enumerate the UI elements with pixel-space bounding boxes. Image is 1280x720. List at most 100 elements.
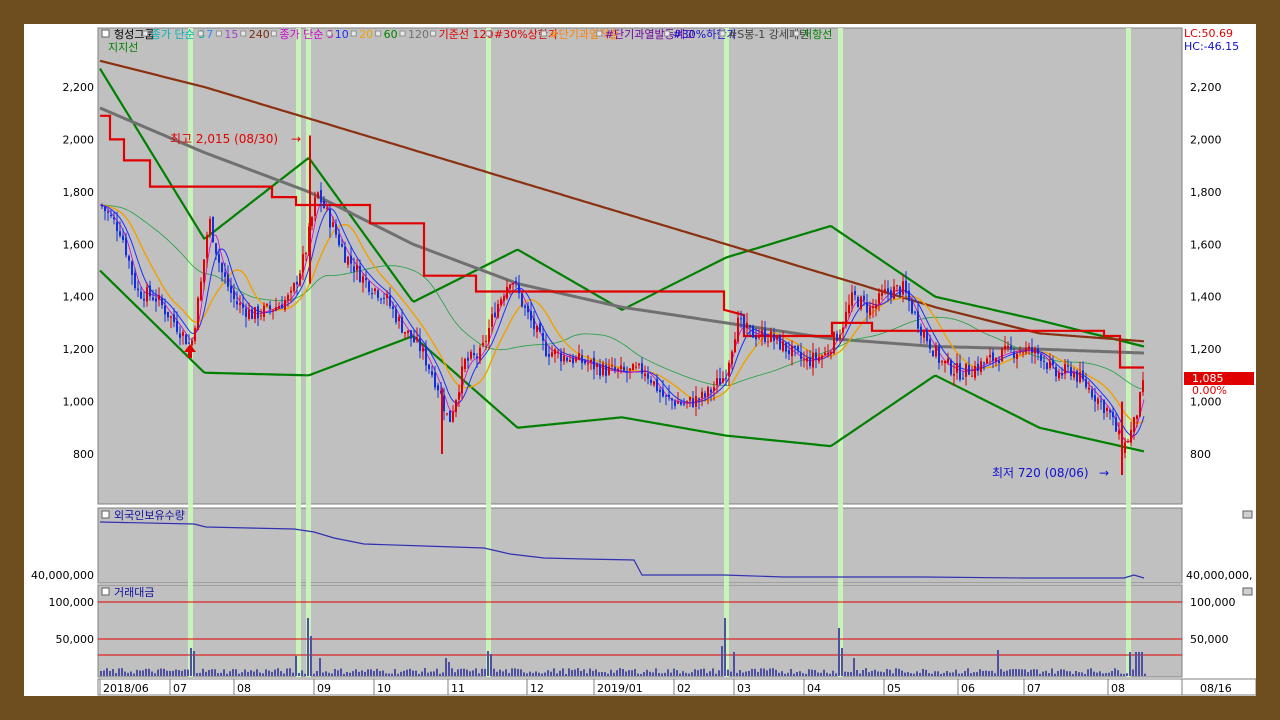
- volume-bar: [1144, 673, 1146, 676]
- volume-bar: [1117, 670, 1119, 676]
- volume-bar: [478, 673, 480, 676]
- candle-body: [1130, 429, 1132, 443]
- candle-body: [284, 300, 286, 310]
- volume-bar: [745, 671, 747, 676]
- volume-bar: [643, 672, 645, 676]
- candle-body: [251, 309, 253, 319]
- volume-bar: [562, 668, 564, 676]
- volume-bar: [547, 670, 549, 676]
- volume-bar: [391, 673, 393, 676]
- volume-bar: [484, 668, 486, 676]
- candle-body: [296, 281, 298, 285]
- volume-bar: [241, 672, 243, 676]
- candle-body: [335, 224, 337, 235]
- volume-panel-toggle-icon[interactable]: [101, 587, 110, 596]
- current-price-tag: [1184, 372, 1254, 385]
- volume-bar: [259, 672, 261, 676]
- candle-body: [524, 305, 526, 308]
- candle-body: [428, 364, 430, 370]
- volume-bar: [775, 669, 777, 676]
- current-price-value: 1,085: [1192, 372, 1224, 385]
- volume-bar: [379, 671, 381, 676]
- candle-body: [374, 288, 376, 292]
- volume-bar: [157, 669, 159, 676]
- legend-sep-icon: [142, 30, 149, 37]
- candle-body: [881, 292, 883, 296]
- candle-body: [992, 352, 994, 361]
- price-tick-right: 1,400: [1190, 291, 1222, 304]
- candle-body: [446, 413, 448, 415]
- volume-bar: [262, 673, 264, 676]
- candle-body: [995, 358, 997, 362]
- volume-bar: [862, 670, 864, 676]
- volume-bar: [778, 672, 780, 676]
- candle-body: [311, 217, 313, 227]
- ma60-line: [100, 204, 1145, 390]
- foreign-holdings-path: [99, 521, 1145, 579]
- price-panel: [97, 27, 1183, 505]
- volume-bar: [502, 671, 504, 676]
- date-label: 07: [1027, 682, 1041, 695]
- volume-bar: [442, 672, 444, 676]
- legend-sep-icon: [240, 30, 247, 37]
- baseline-120-line: [100, 114, 1144, 369]
- volume-bar: [709, 671, 711, 676]
- volume-bar: [838, 628, 840, 676]
- candle-body: [761, 330, 763, 336]
- candle-body: [887, 288, 889, 292]
- legend-item-5: 종가 단순 5: [279, 28, 333, 41]
- candle-body: [875, 304, 877, 309]
- volume-bar: [586, 673, 588, 676]
- candle-body: [716, 378, 718, 386]
- candle-body: [686, 401, 688, 403]
- volume-bar: [295, 656, 297, 676]
- volume-bar: [1138, 652, 1140, 676]
- volume-bar: [1051, 668, 1053, 676]
- volume-bar: [319, 658, 321, 676]
- candle-body: [851, 292, 853, 306]
- volume-bar: [328, 672, 330, 676]
- volume-bar: [553, 668, 555, 676]
- candle-body: [500, 299, 502, 306]
- price-tick-left: 1,600: [63, 238, 95, 251]
- volume-bar: [736, 672, 738, 676]
- volume-bar: [217, 673, 219, 676]
- volume-bar: [445, 658, 447, 676]
- candle-body: [152, 297, 154, 300]
- candle-body: [101, 204, 103, 207]
- candle-body: [743, 316, 745, 328]
- candle-body: [644, 373, 646, 377]
- foreign-panel-toggle-icon[interactable]: [101, 510, 110, 519]
- candle-body: [944, 361, 946, 364]
- candle-body: [1124, 442, 1126, 453]
- volume-bar: [739, 670, 741, 676]
- volume-bar: [1039, 673, 1041, 676]
- candle-body: [725, 377, 727, 379]
- candle-body: [935, 346, 937, 357]
- high-arrow-icon: →: [291, 132, 301, 146]
- volume-bar: [871, 670, 873, 676]
- candle-body: [422, 347, 424, 352]
- candle-body: [389, 295, 391, 306]
- foreign-panel-collapse-icon[interactable]: [1242, 510, 1253, 519]
- candle-body: [494, 312, 496, 317]
- candle-body: [572, 357, 574, 364]
- candle-body: [347, 256, 349, 265]
- candle-body: [233, 290, 235, 299]
- volume-bar: [460, 668, 462, 676]
- candle-body: [398, 316, 400, 322]
- volume-bar: [271, 671, 273, 676]
- volume-bar: [766, 670, 768, 676]
- volume-panel-collapse-icon[interactable]: [1242, 587, 1253, 596]
- volume-bar: [565, 674, 567, 676]
- candle-body: [404, 332, 406, 334]
- candle-body: [419, 337, 421, 352]
- volume-bar: [304, 673, 306, 676]
- legend-toggle-icon[interactable]: [101, 29, 110, 38]
- volume-bar: [964, 671, 966, 676]
- volume-bar: [121, 668, 123, 676]
- candle-body: [791, 345, 793, 357]
- candle-body: [614, 367, 616, 371]
- volume-bar: [220, 672, 222, 676]
